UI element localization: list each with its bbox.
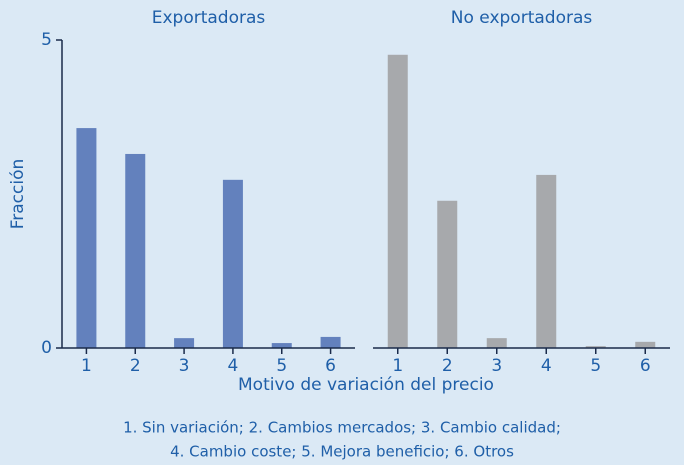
- y-axis-label: Fracción: [8, 159, 28, 230]
- panel-title: No exportadoras: [451, 8, 593, 28]
- x-axis-label: Motivo de variación del precio: [238, 375, 494, 395]
- bar: [536, 174, 557, 348]
- bar: [174, 338, 195, 348]
- bar: [635, 341, 656, 348]
- x-tick-label: 4: [228, 356, 239, 376]
- x-tick-label: 5: [276, 356, 287, 376]
- x-tick-label: 1: [392, 356, 403, 376]
- y-tick-label: 0: [41, 338, 52, 358]
- bar: [387, 54, 408, 349]
- y-tick-label: 5: [41, 30, 52, 50]
- x-tick-label: 6: [640, 356, 651, 376]
- x-tick-label: 2: [130, 356, 141, 376]
- x-tick-label: 3: [491, 356, 502, 376]
- bar: [585, 346, 606, 348]
- x-tick-label: 5: [590, 356, 601, 376]
- bar: [271, 343, 292, 348]
- caption: 4. Cambio coste; 5. Mejora beneficio; 6.…: [170, 443, 514, 461]
- bar: [486, 338, 507, 348]
- x-tick-label: 2: [442, 356, 453, 376]
- x-tick-label: 3: [179, 356, 190, 376]
- bar: [125, 153, 146, 348]
- panel-title: Exportadoras: [152, 8, 266, 28]
- bar: [320, 336, 341, 348]
- x-tick-label: 4: [541, 356, 552, 376]
- x-tick-label: 1: [81, 356, 92, 376]
- bar: [437, 200, 458, 348]
- x-tick-label: 6: [325, 356, 336, 376]
- caption: 1. Sin variación; 2. Cambios mercados; 3…: [123, 419, 561, 437]
- bar: [222, 179, 243, 348]
- bar: [76, 128, 97, 348]
